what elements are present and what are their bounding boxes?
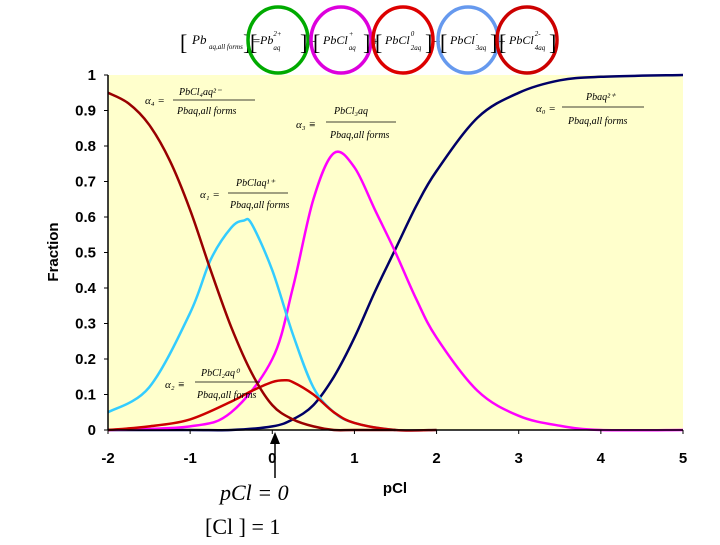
- arrow-head: [270, 432, 280, 444]
- svg-text:+: +: [349, 30, 354, 38]
- header-equals: =: [252, 33, 261, 48]
- x-tick-label: 1: [350, 450, 358, 467]
- svg-text:PbClaq¹⁺: PbClaq¹⁺: [235, 178, 276, 189]
- svg-text:4aq: 4aq: [535, 44, 546, 52]
- curves-layer: [107, 73, 684, 432]
- x-tick-label: 0: [268, 450, 276, 467]
- y-tick-label: 0: [88, 422, 96, 439]
- x-ticks: -2 -1 0 1 2 3 4 5: [101, 430, 687, 467]
- svg-text:α₀ =: α₀ =: [536, 103, 556, 115]
- y-tick-label: 0.8: [75, 138, 96, 155]
- y-tick-label: 0.7: [75, 174, 96, 191]
- header-term-2: [PbCl 0 2aq] +: [371, 5, 441, 75]
- y-tick-label: 0.3: [75, 316, 96, 333]
- svg-text:]: ]: [300, 30, 307, 55]
- svg-text:2+: 2+: [273, 30, 282, 38]
- svg-text:Pbaq,all forms: Pbaq,all forms: [567, 116, 628, 127]
- highlight-ring: [246, 5, 310, 75]
- svg-text:]: ]: [490, 30, 497, 55]
- svg-text:PbCl: PbCl: [449, 33, 475, 47]
- svg-text:[: [: [313, 30, 320, 55]
- svg-text:]: ]: [549, 30, 556, 55]
- svg-text:3aq: 3aq: [475, 44, 487, 52]
- mass-balance-equation: [ Pb aq,all forms ] = [Pb 2+aq] +[PbCl +aq]…: [180, 5, 559, 75]
- y-tick-label: 0.4: [75, 280, 97, 297]
- header-open-bracket: [: [180, 30, 187, 55]
- svg-text:[: [: [499, 30, 506, 55]
- svg-text:PbCl: PbCl: [508, 33, 534, 47]
- y-tick-label: 0.6: [75, 209, 96, 226]
- y-ticks: 0 0.1 0.2 0.3 0.4 0.5 0.6 0.7 0.8 0.9 1: [75, 67, 108, 439]
- x-tick-label: 2: [432, 450, 440, 467]
- svg-text:2-: 2-: [535, 30, 542, 38]
- svg-text:]: ]: [363, 30, 370, 55]
- svg-text:Pbaq,all forms: Pbaq,all forms: [196, 390, 257, 401]
- x-tick-label: 5: [679, 450, 687, 467]
- svg-text:0: 0: [411, 30, 415, 38]
- x-tick-label: -2: [101, 450, 114, 467]
- header-pb-all-sub: aq,all forms: [209, 43, 243, 51]
- cl-concentration-note: [Cl ] = 1: [205, 514, 280, 539]
- svg-text:Pb: Pb: [259, 33, 273, 47]
- y-tick-label: 0.1: [75, 387, 96, 404]
- svg-text:]: ]: [425, 30, 432, 55]
- pcl-zero-note: pCl = 0: [218, 480, 289, 505]
- svg-text:α₄ =: α₄ =: [145, 95, 165, 107]
- x-tick-label: -1: [183, 450, 196, 467]
- alpha4-label: α₄ = PbCl₄aq²⁻ Pbaq,all forms: [145, 87, 255, 117]
- plus-sign: +: [371, 34, 379, 48]
- series-line-0: [108, 73, 684, 432]
- y-axis-label: Fraction: [45, 222, 62, 281]
- svg-text:PbCl₃aq: PbCl₃aq: [333, 106, 368, 117]
- y-tick-label: 0.9: [75, 103, 96, 120]
- svg-text:-: -: [476, 30, 479, 38]
- alpha0-label: α₀ = Pbaq²⁺ Pbaq,all forms: [536, 92, 644, 127]
- plus-sign: +: [498, 34, 506, 48]
- svg-text:α₃ ≡: α₃ ≡: [296, 119, 316, 131]
- svg-text:PbCl: PbCl: [384, 33, 410, 47]
- svg-text:Pbaq²⁺: Pbaq²⁺: [585, 92, 616, 103]
- svg-text:2aq: 2aq: [411, 44, 422, 52]
- highlight-ring: [495, 5, 559, 75]
- svg-text:[: [: [250, 30, 257, 55]
- header-term-4: [PbCl 2- 4aq]: [495, 5, 559, 75]
- highlight-ring: [371, 5, 435, 75]
- svg-text:[: [: [375, 30, 382, 55]
- header-pb-all: Pb: [191, 32, 207, 47]
- y-tick-label: 1: [88, 67, 96, 84]
- svg-text:Pbaq,all forms: Pbaq,all forms: [176, 106, 237, 117]
- svg-text:[: [: [440, 30, 447, 55]
- alpha1-label: α₁ = PbClaq¹⁺ Pbaq,all forms: [200, 178, 290, 211]
- svg-text:PbCl₄aq²⁻: PbCl₄aq²⁻: [178, 87, 222, 98]
- svg-text:aq: aq: [349, 44, 357, 52]
- svg-text:PbCl₂aq⁰: PbCl₂aq⁰: [200, 368, 241, 379]
- x-axis-label: pCl: [383, 480, 407, 497]
- x-tick-label: 3: [515, 450, 523, 467]
- svg-text:α₁ =: α₁ =: [200, 189, 220, 201]
- alpha2-label: α₂ ≡ PbCl₂aq⁰ Pbaq,all forms: [165, 368, 260, 401]
- highlight-ring: [309, 5, 373, 75]
- series-line-1: [107, 150, 684, 432]
- x-tick-label: 4: [597, 450, 606, 467]
- svg-text:α₂ ≡: α₂ ≡: [165, 379, 185, 391]
- svg-text:aq: aq: [273, 44, 281, 52]
- svg-text:Pbaq,all forms: Pbaq,all forms: [229, 200, 290, 211]
- y-tick-label: 0.5: [75, 245, 96, 262]
- svg-text:PbCl: PbCl: [322, 33, 348, 47]
- alpha3-label: α₃ ≡ PbCl₃aq Pbaq,all forms: [296, 106, 396, 141]
- y-tick-label: 0.2: [75, 351, 96, 368]
- svg-text:Pbaq,all forms: Pbaq,all forms: [329, 130, 390, 141]
- header-term-1: [PbCl +aq] +: [309, 5, 379, 75]
- series-line-3: [107, 378, 437, 432]
